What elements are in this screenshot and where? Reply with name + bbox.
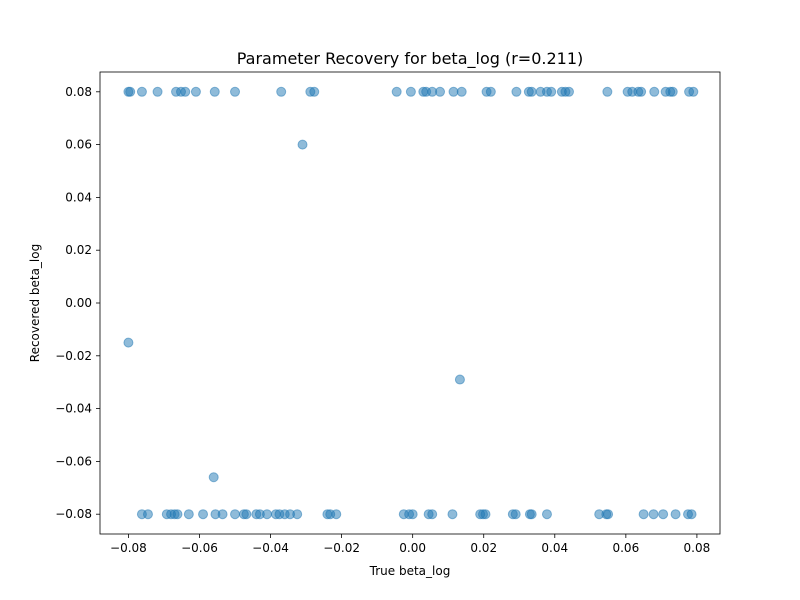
x-tick-label: 0.06 [612, 541, 639, 555]
y-tick-label: 0.02 [65, 243, 92, 257]
data-point [563, 86, 574, 97]
data-point [261, 509, 272, 520]
y-axis-ticks: 0.08 0.06 0.04 0.02 0.00 −0.02 −0.04 −0.06 −0.08 [55, 85, 100, 521]
x-tick-label: 0.08 [684, 541, 711, 555]
data-point [407, 509, 418, 520]
data-point [649, 86, 660, 97]
y-axis-label: Recovered beta_log [28, 244, 42, 362]
data-points [123, 86, 699, 520]
data-point [136, 86, 147, 97]
data-point [448, 86, 459, 97]
data-point [511, 86, 522, 97]
data-point [454, 374, 465, 385]
data-point [123, 337, 134, 348]
y-tick-label: 0.00 [65, 296, 92, 310]
data-point [142, 509, 153, 520]
data-point [309, 86, 320, 97]
data-point [541, 509, 552, 520]
chart-title: Parameter Recovery for beta_log (r=0.211… [237, 49, 584, 69]
x-tick-label: 0.00 [399, 541, 426, 555]
data-point [688, 86, 699, 97]
data-point [152, 86, 163, 97]
x-tick-label: −0.08 [110, 541, 147, 555]
x-tick-label: −0.04 [252, 541, 289, 555]
x-tick-label: −0.06 [181, 541, 218, 555]
data-point [180, 86, 191, 97]
data-point [480, 509, 491, 520]
y-tick-label: −0.08 [55, 507, 92, 521]
data-point [648, 509, 659, 520]
data-point [435, 86, 446, 97]
data-point [638, 509, 649, 520]
data-point [447, 509, 458, 520]
x-tick-label: −0.02 [323, 541, 360, 555]
data-point [297, 139, 308, 150]
data-point [485, 86, 496, 97]
y-tick-label: 0.06 [65, 138, 92, 152]
data-point [331, 509, 342, 520]
y-tick-label: 0.08 [65, 85, 92, 99]
data-point [667, 86, 678, 97]
data-point [198, 509, 209, 520]
data-point [209, 86, 220, 97]
data-point [456, 86, 467, 97]
data-point [670, 509, 681, 520]
data-point [125, 86, 136, 97]
data-point [526, 509, 537, 520]
x-tick-label: 0.02 [470, 541, 497, 555]
y-tick-label: 0.04 [65, 190, 92, 204]
data-point [686, 509, 697, 520]
y-tick-label: −0.06 [55, 454, 92, 468]
data-point [526, 86, 537, 97]
data-point [603, 509, 614, 520]
data-point [427, 509, 438, 520]
data-point [208, 472, 219, 483]
data-point [391, 86, 402, 97]
data-point [217, 509, 228, 520]
x-axis-label: True beta_log [369, 564, 451, 578]
data-point [510, 509, 521, 520]
data-point [546, 86, 557, 97]
data-point [190, 86, 201, 97]
data-point [241, 509, 252, 520]
data-point [230, 509, 241, 520]
data-point [636, 86, 647, 97]
data-point [183, 509, 194, 520]
data-point [276, 86, 287, 97]
data-point [292, 509, 303, 520]
data-point [405, 86, 416, 97]
data-point [230, 86, 241, 97]
y-tick-label: −0.04 [55, 402, 92, 416]
data-point [172, 509, 183, 520]
y-tick-label: −0.02 [55, 349, 92, 363]
data-point [602, 86, 613, 97]
x-axis-ticks: −0.08 −0.06 −0.04 −0.02 0.00 0.02 0.04 0.06 0.08 [110, 534, 710, 555]
plot-area [100, 72, 720, 534]
x-tick-label: 0.04 [541, 541, 568, 555]
data-point [658, 509, 669, 520]
